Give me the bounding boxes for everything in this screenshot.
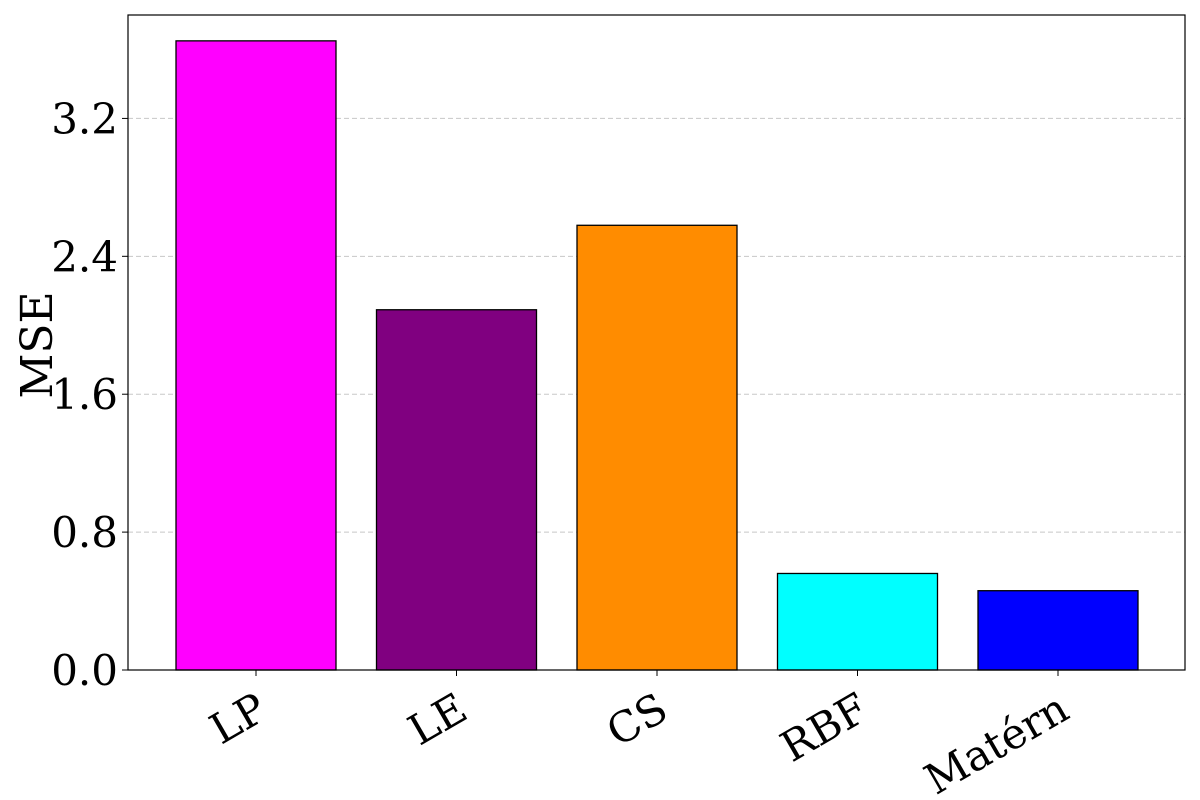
y-tick-label: 0.8 <box>51 508 118 557</box>
y-tick-label: 2.4 <box>51 232 118 281</box>
x-tick-label: LP <box>201 683 274 754</box>
bar-cs <box>576 224 738 671</box>
x-tick-label: CS <box>598 683 675 756</box>
x-axis-ticks: LP LE CS RBF Matérn <box>201 670 1077 800</box>
y-tick-label: 0.0 <box>51 646 118 695</box>
bars <box>175 40 1139 671</box>
y-axis-label: MSE <box>12 291 63 398</box>
bar-le <box>375 309 538 671</box>
x-tick-label: LE <box>400 683 475 755</box>
bar-rbf <box>776 572 939 671</box>
x-tick-label: RBF <box>772 683 876 771</box>
bar-lp <box>175 40 337 671</box>
y-axis-ticks: 0.0 0.8 1.6 2.4 3.2 <box>51 94 128 695</box>
bar-matrn <box>977 590 1139 671</box>
y-tick-label: 1.6 <box>51 370 118 419</box>
y-tick-label: 3.2 <box>51 94 118 143</box>
x-tick-label: Matérn <box>916 683 1076 800</box>
